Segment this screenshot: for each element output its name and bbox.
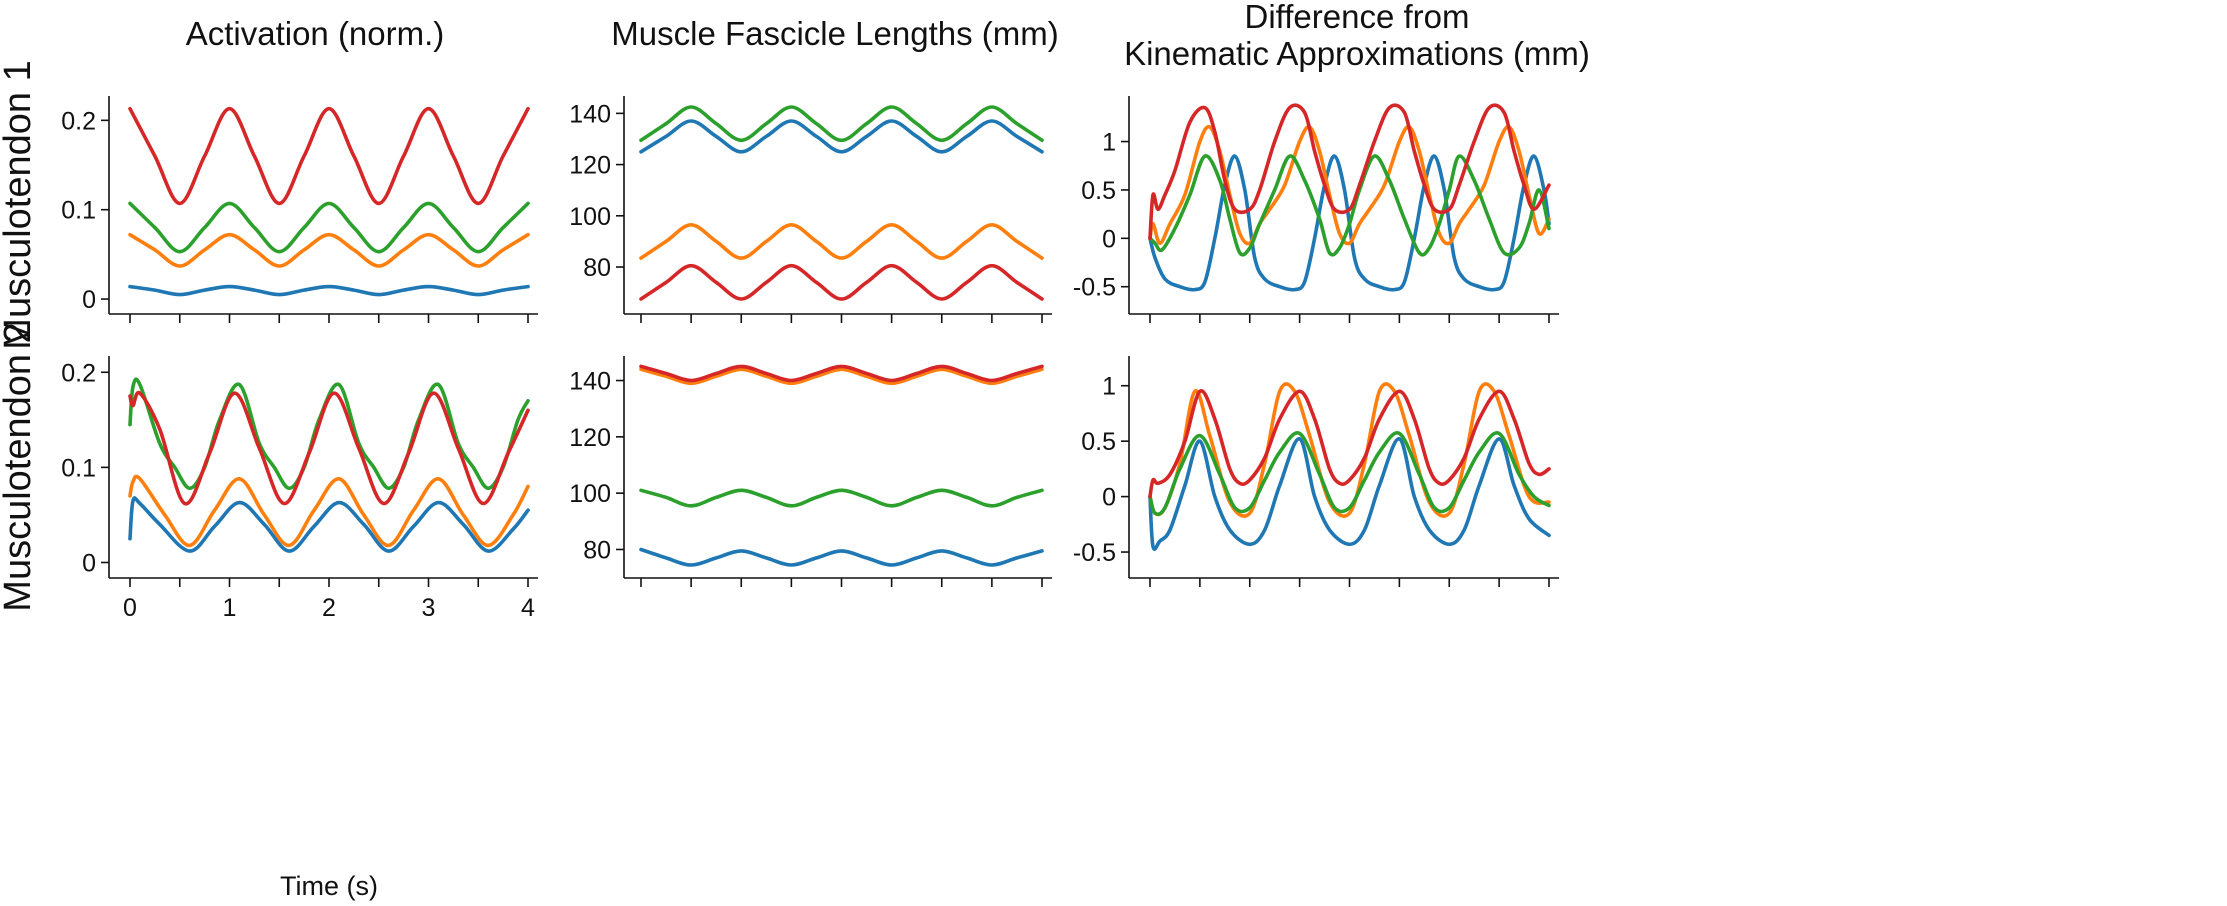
y-tick-label: 1 (1102, 373, 1116, 401)
panel-r2-c1: 0 0.1 0.2 0 1 2 3 4 Time (s) (61, 356, 538, 901)
series-line-blue (639, 119, 1044, 154)
x-tick-label: 1 (223, 594, 237, 622)
row-label-2: Musculotendon 2 (0, 322, 39, 611)
column-title-3-line-2: Kinematic Approximations (mm) (1124, 35, 1590, 72)
y-tick-label: 1 (1102, 129, 1116, 157)
series-line-green (1148, 154, 1551, 257)
panel-r1-c1: 0 0.1 0.2 (61, 96, 538, 323)
y-tick-label: 0.2 (61, 107, 96, 135)
series-line-red (1148, 389, 1551, 499)
series-line-red (128, 106, 530, 206)
series-line-orange (639, 223, 1044, 260)
x-tick-label: 3 (422, 594, 436, 622)
column-title-1: Activation (norm.) (186, 15, 445, 52)
y-tick-label: 0.2 (61, 359, 96, 387)
panel-r2-c2: 80 100 120 140 (569, 356, 1052, 587)
y-tick-label: 100 (569, 480, 611, 508)
series-line-orange (128, 232, 530, 268)
y-tick-label: 100 (569, 203, 611, 231)
series-line-red (1148, 103, 1551, 241)
series-line-blue (1148, 437, 1551, 551)
x-tick-label: 2 (322, 594, 336, 622)
series-line-red (639, 263, 1044, 301)
y-tick-label: 0.1 (61, 197, 96, 225)
y-tick-label: 0.5 (1081, 428, 1116, 456)
y-tick-label: 0 (1102, 484, 1116, 512)
series-line-orange (639, 367, 1044, 386)
y-tick-label: 0.5 (1081, 177, 1116, 205)
y-tick-label: 140 (569, 100, 611, 128)
panel-r2-c3: -0.5 0 0.5 1 (1073, 356, 1559, 587)
series-line-green (128, 201, 530, 254)
series-line-red (639, 364, 1044, 383)
x-axis-label: Time (s) (280, 871, 378, 901)
row-label-1: Musculotendon 1 (0, 60, 39, 349)
y-tick-label: 80 (583, 536, 611, 564)
x-tick-label: 4 (521, 594, 535, 622)
y-tick-label: 0 (1102, 225, 1116, 253)
y-tick-label: 80 (583, 254, 611, 282)
y-tick-label: 0 (82, 286, 96, 314)
series-line-blue (128, 284, 530, 297)
series-line-red (128, 390, 530, 506)
y-tick-label: -0.5 (1073, 274, 1116, 302)
y-tick-label: 0.1 (61, 454, 96, 482)
column-title-2: Muscle Fascicle Lengths (mm) (611, 15, 1058, 52)
series-line-blue (128, 496, 530, 553)
series-line-green (639, 105, 1044, 143)
y-tick-label: -0.5 (1073, 539, 1116, 567)
x-tick-label: 0 (123, 594, 137, 622)
y-tick-label: 0 (82, 549, 96, 577)
y-tick-label: 120 (569, 152, 611, 180)
y-tick-label: 140 (569, 368, 611, 396)
series-line-green (639, 488, 1044, 508)
panel-r1-c3: -0.5 0 0.5 1 (1073, 96, 1559, 323)
series-line-orange (1148, 382, 1551, 518)
panel-r1-c2: 80 100 120 140 (569, 96, 1052, 323)
series-line-blue (639, 547, 1044, 567)
series-line-green (1148, 431, 1551, 517)
series-line-orange (128, 474, 530, 548)
y-tick-label: 120 (569, 424, 611, 452)
column-title-3-line-1: Difference from (1245, 0, 1470, 35)
